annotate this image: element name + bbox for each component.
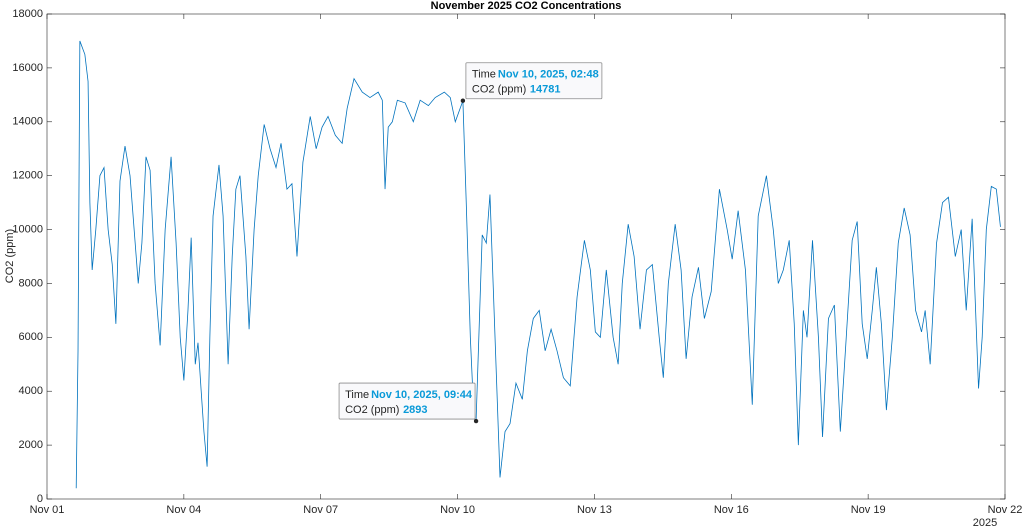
x-tick-label: Nov 19	[851, 504, 886, 516]
data-tip-time: Nov 10, 2025, 09:44	[371, 389, 473, 401]
y-tick-label: 16000	[12, 62, 43, 74]
y-tick-label: 12000	[12, 170, 43, 182]
data-tip: Time Nov 10, 2025, 09:44 CO2 (ppm) 2893	[338, 382, 476, 420]
y-tick-label: 18000	[12, 8, 43, 20]
x-tick-label: Nov 07	[303, 504, 338, 516]
x-tick-label: Nov 16	[714, 504, 749, 516]
y-tick-label: 6000	[19, 331, 43, 343]
y-tick-label: 2000	[19, 439, 43, 451]
y-tick-label: 8000	[19, 277, 43, 289]
x-tick-label: Nov 13	[577, 504, 612, 516]
data-tip-box	[465, 62, 603, 100]
chart-title: November 2025 CO2 Concentrations	[431, 0, 622, 12]
data-tip-time: Nov 10, 2025, 02:48	[498, 69, 599, 81]
data-tip-label: Time	[472, 69, 496, 81]
data-tip-point	[473, 418, 479, 424]
y-tick-label: 14000	[12, 116, 43, 128]
x-tick-label: Nov 04	[166, 504, 201, 516]
data-tip: Time Nov 10, 2025, 02:48 CO2 (ppm) 14781	[465, 62, 603, 100]
data-tip-label: CO2 (ppm)	[472, 84, 526, 96]
data-tip-value: 14781	[530, 84, 561, 96]
data-tip-value: 2893	[403, 404, 427, 416]
x-tick-label: Nov 10	[440, 504, 475, 516]
x-tick-label: Nov 22	[988, 504, 1023, 516]
y-axis-label: CO2 (ppm)	[4, 229, 16, 283]
data-tip-label: CO2 (ppm)	[345, 404, 399, 416]
x-secondary-label: 2025	[973, 517, 997, 529]
data-tip-label: Time	[345, 389, 369, 401]
y-tick-label: 0	[37, 493, 43, 505]
y-tick-label: 4000	[19, 385, 43, 397]
x-tick-label: Nov 01	[30, 504, 65, 516]
y-tick-label: 10000	[12, 223, 43, 235]
data-tip-box	[338, 382, 476, 420]
data-line	[75, 40, 1001, 489]
data-tip-point	[460, 98, 466, 103]
